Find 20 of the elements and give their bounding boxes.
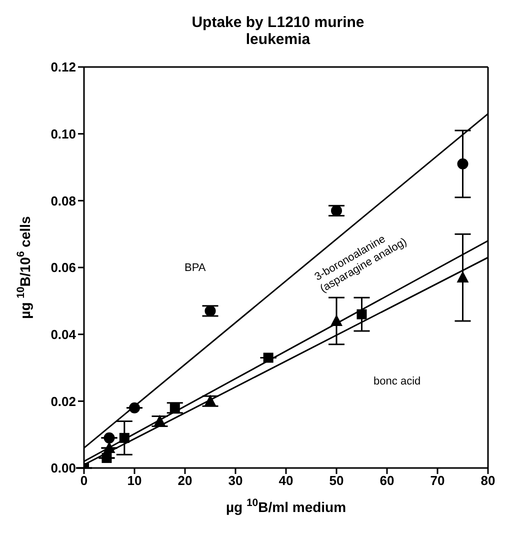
x-tick-label: 70: [430, 473, 445, 488]
x-axis-title: µg $^{10}$B/ml medium: [226, 497, 346, 515]
x-tick-label: 0: [80, 473, 88, 488]
y-tick-label: 0.02: [50, 394, 76, 409]
y-tick-label: 0.08: [50, 193, 76, 208]
x-tick-label: 20: [178, 473, 192, 488]
annotation: BPA: [184, 262, 206, 274]
y-tick-label: 0.06: [50, 260, 76, 276]
chart-title: Uptake by L1210 murine leukemia: [190, 14, 366, 48]
x-tick-label: 60: [380, 473, 394, 488]
annotation: bonc acid: [374, 375, 421, 388]
x-tick-label: 30: [228, 473, 243, 488]
x-tick-label: 40: [278, 473, 294, 488]
y-tick-label: 0.10: [50, 126, 76, 142]
x-tick-label: 80: [480, 473, 496, 488]
y-tick-label: 0.00: [50, 460, 76, 476]
x-tick-label: 50: [329, 473, 344, 488]
x-tick-label: 10: [127, 473, 142, 488]
y-tick-label: 0.04: [50, 326, 77, 342]
y-tick-label: 0.12: [50, 60, 76, 75]
